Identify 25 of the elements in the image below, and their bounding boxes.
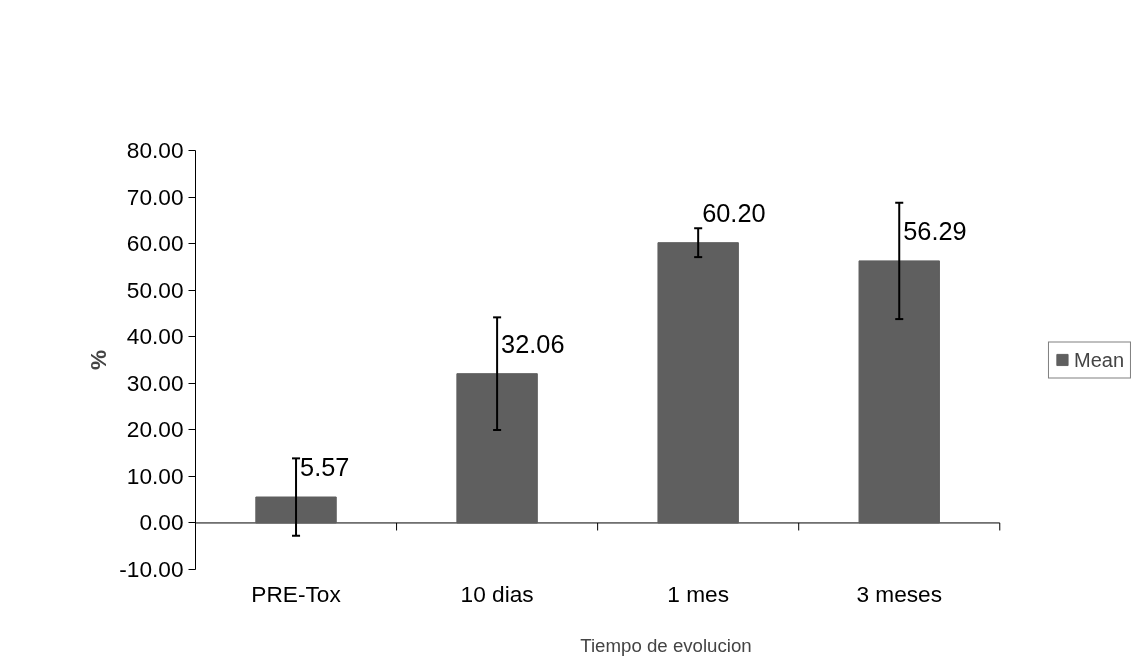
data-label: 60.20 — [702, 198, 766, 227]
x-tick-label: PRE-Tox — [251, 580, 342, 607]
x-axis-title: Tiempo de evolucion — [580, 634, 752, 656]
y-tick-label: 10.00 — [126, 462, 184, 489]
x-tick-label: 10 dias — [460, 580, 534, 607]
bar — [858, 260, 940, 524]
y-tick-label: 40.00 — [126, 323, 184, 350]
y-tick-label: 20.00 — [126, 416, 184, 443]
data-label: 5.57 — [300, 453, 350, 482]
data-label: 32.06 — [501, 329, 565, 358]
y-axis-title: % — [85, 349, 112, 371]
bar — [657, 242, 739, 524]
y-tick-label: 70.00 — [126, 183, 184, 210]
y-tick-label: 80.00 — [126, 137, 184, 163]
x-tick-label: 3 meses — [856, 580, 943, 607]
bar — [255, 496, 337, 524]
data-label: 56.29 — [903, 216, 967, 245]
bar — [456, 373, 538, 524]
y-tick-label: 60.00 — [126, 230, 184, 257]
y-tick-label: 30.00 — [126, 369, 184, 396]
legend-label: Mean — [1073, 348, 1124, 371]
y-tick-label: -10.00 — [119, 556, 184, 582]
y-tick-label: 0.00 — [139, 509, 184, 536]
x-tick-label: 1 mes — [667, 580, 730, 607]
y-tick-label: 50.00 — [126, 276, 184, 303]
